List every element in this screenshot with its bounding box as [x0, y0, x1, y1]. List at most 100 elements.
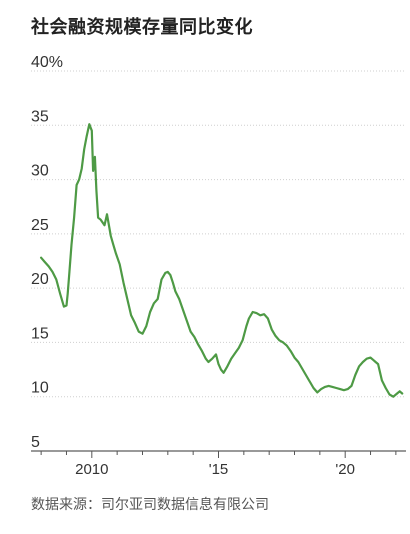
data-point [297, 361, 299, 363]
line-chart: 5 10 15 20 25 30 35 40% 2010 '15 '20 [31, 54, 406, 478]
data-point [267, 317, 269, 319]
data-point [305, 374, 307, 376]
data-point [320, 388, 322, 390]
data-point [63, 306, 65, 308]
data-point [312, 387, 314, 389]
data-point [149, 311, 151, 313]
data-point [331, 386, 333, 388]
x-tick-label-2010: 2010 [75, 461, 108, 478]
data-point [362, 361, 364, 363]
data-point [293, 357, 295, 359]
data-point [369, 357, 371, 359]
data-point [252, 311, 254, 313]
data-point [65, 304, 67, 306]
series-line-0 [39, 123, 404, 398]
data-point [70, 244, 72, 246]
data-point [201, 350, 203, 352]
data-point [141, 333, 143, 335]
data-point [274, 335, 276, 337]
data-point [138, 331, 140, 333]
data-point [211, 358, 213, 360]
data-point [401, 392, 403, 394]
data-point [375, 361, 377, 363]
data-point [215, 353, 217, 355]
data-point [223, 372, 225, 374]
data-point [145, 325, 147, 327]
data-point [167, 271, 169, 273]
x-tick-label-2015: '15 [209, 461, 229, 478]
data-point [40, 257, 42, 259]
data-point [112, 244, 114, 246]
data-point [110, 235, 112, 237]
data-point [174, 290, 176, 292]
data-point [309, 380, 311, 382]
y-tick-label-10: 10 [31, 380, 49, 397]
data-point [328, 385, 330, 387]
data-point [157, 298, 159, 300]
data-point [234, 352, 236, 354]
data-point [399, 390, 401, 392]
data-point [81, 168, 83, 170]
data-point [255, 312, 257, 314]
data-point [248, 317, 250, 319]
data-point [220, 369, 222, 371]
data-point [381, 379, 383, 381]
data-point [242, 339, 244, 341]
data-point [178, 298, 180, 300]
data-point [388, 393, 390, 395]
data-point [73, 217, 75, 219]
data-point [51, 271, 53, 273]
y-tick-label-30: 30 [31, 163, 49, 180]
data-point [286, 345, 288, 347]
data-point [377, 363, 379, 365]
y-axis-ticks: 5 10 15 20 25 30 35 40% [31, 54, 63, 451]
data-point [324, 386, 326, 388]
data-point [126, 298, 128, 300]
data-point [290, 350, 292, 352]
data-point [372, 359, 374, 361]
data-point [76, 184, 78, 186]
data-point [217, 363, 219, 365]
y-tick-label-5: 5 [31, 434, 40, 451]
data-point [396, 392, 398, 394]
data-point [190, 331, 192, 333]
data-point [343, 389, 345, 391]
data-point [335, 387, 337, 389]
data-point [122, 282, 124, 284]
data-point [339, 388, 341, 390]
y-tick-label-35: 35 [31, 108, 49, 125]
data-point [350, 385, 352, 387]
y-tick-label-40: 40% [31, 54, 63, 71]
data-point [358, 365, 360, 367]
data-point [115, 252, 117, 254]
chart-title: 社会融资规模存量同比变化 [31, 17, 253, 38]
data-point [182, 309, 184, 311]
data-point [197, 344, 199, 346]
data-point [164, 272, 166, 274]
data-point [86, 135, 88, 137]
data-point [354, 374, 356, 376]
y-tick-label-15: 15 [31, 325, 49, 342]
data-point [68, 276, 70, 278]
data-point [106, 213, 108, 215]
data-point [59, 293, 61, 295]
data-point [88, 123, 90, 125]
data-point [193, 336, 195, 338]
data-point [301, 367, 303, 369]
data-point [134, 322, 136, 324]
data-point [67, 293, 69, 295]
data-point [160, 278, 162, 280]
data-point [100, 219, 102, 221]
data-point [95, 189, 97, 191]
data-point [366, 358, 368, 360]
data-point [91, 130, 93, 132]
data-point [169, 274, 171, 276]
data-point [207, 361, 209, 363]
y-tick-label-20: 20 [31, 271, 49, 288]
data-point [392, 396, 394, 398]
data-point [94, 156, 96, 158]
data-point [316, 391, 318, 393]
x-axis: 2010 '15 '20 [31, 450, 406, 478]
data-point [385, 387, 387, 389]
data-point [130, 314, 132, 316]
